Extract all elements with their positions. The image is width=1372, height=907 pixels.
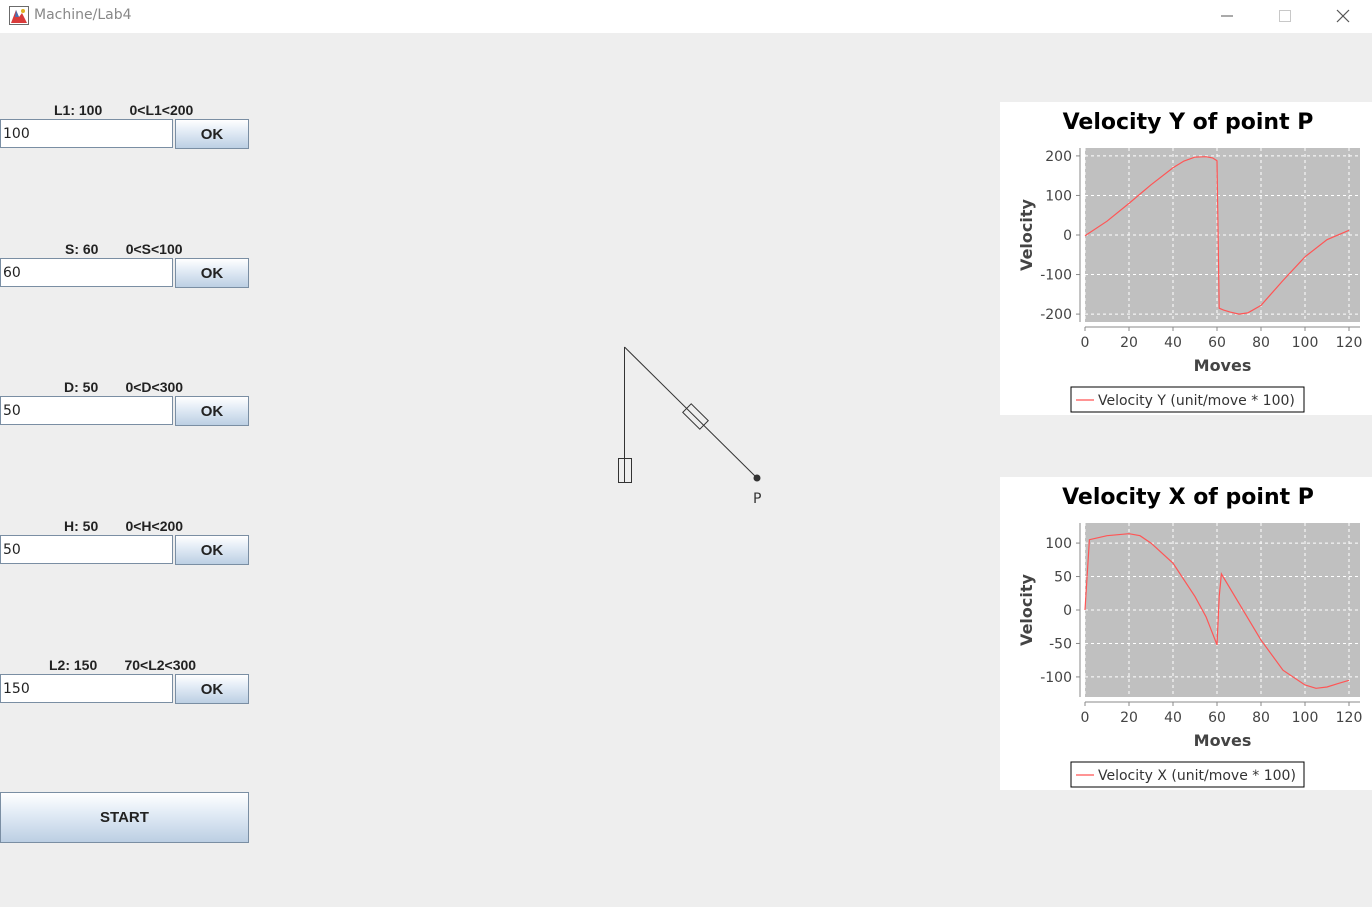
legend-label: Velocity Y (unit/move * 100) — [1098, 393, 1295, 409]
mechanism-point-label: P — [753, 491, 761, 507]
param-l2-input[interactable] — [0, 674, 173, 703]
param-d-label: D: 50 0<D<300 — [64, 379, 184, 395]
y-tick-label: 0 — [1063, 603, 1072, 619]
y-tick-label: -200 — [1040, 307, 1072, 323]
mechanism-slider-block — [618, 458, 632, 483]
mechanism-crank-link — [624, 346, 758, 479]
y-tick-label: -100 — [1040, 268, 1072, 284]
java-app-icon — [9, 6, 29, 25]
velocity-x-chart-panel: Velocity X of point P 0 20 40 60 80 100 120 100 5… — [1000, 477, 1372, 790]
param-d-input[interactable] — [0, 396, 173, 425]
close-button[interactable] — [1314, 0, 1372, 31]
y-tick-label: 50 — [1054, 570, 1072, 586]
plot-area — [1085, 148, 1360, 322]
x-tick-label: 0 — [1081, 710, 1090, 726]
minimize-button[interactable] — [1198, 0, 1256, 31]
param-s-ok-button[interactable]: OK — [175, 258, 249, 288]
x-tick-label: 0 — [1081, 335, 1090, 351]
minimize-icon — [1221, 15, 1233, 17]
velocity-x-chart: Velocity X of point P 0 20 40 60 80 100 120 100 5… — [1017, 485, 1363, 788]
y-tick-label: 100 — [1045, 536, 1072, 552]
param-l1-label: L1: 100 0<L1<200 — [54, 102, 194, 118]
close-icon — [1336, 9, 1350, 23]
x-tick-label: 100 — [1292, 335, 1319, 351]
x-tick-label: 120 — [1336, 710, 1363, 726]
chart-title: Velocity Y of point P — [1063, 110, 1314, 135]
y-axis-label: Velocity — [1017, 573, 1036, 645]
mechanism-canvas: P — [618, 346, 761, 507]
x-tick-label: 40 — [1164, 710, 1182, 726]
param-s-input[interactable] — [0, 258, 173, 287]
y-tick-label: 100 — [1045, 188, 1072, 204]
mechanism-point-p — [753, 474, 761, 482]
y-tick-label: 0 — [1063, 228, 1072, 244]
maximize-button[interactable] — [1256, 0, 1314, 31]
title-bar: Machine/Lab4 — [0, 0, 1372, 33]
mechanism-rocker-block — [682, 403, 709, 430]
x-tick-label: 60 — [1208, 335, 1226, 351]
legend-label: Velocity X (unit/move * 100) — [1098, 768, 1296, 784]
chart-title: Velocity X of point P — [1062, 485, 1314, 510]
param-l2-ok-button[interactable]: OK — [175, 674, 249, 704]
y-tick-label: -100 — [1040, 670, 1072, 686]
window-title: Machine/Lab4 — [34, 7, 132, 23]
y-axis-label: Velocity — [1017, 198, 1036, 270]
param-l1-ok-button[interactable]: OK — [175, 119, 249, 149]
legend-box — [1070, 761, 1305, 788]
x-axis-label: Moves — [1194, 731, 1252, 750]
x-tick-label: 20 — [1120, 710, 1138, 726]
maximize-icon — [1279, 10, 1291, 22]
x-tick-label: 20 — [1120, 335, 1138, 351]
plot-area — [1085, 523, 1360, 697]
x-axis-label: Moves — [1194, 356, 1252, 375]
param-d-ok-button[interactable]: OK — [175, 396, 249, 426]
velocity-y-chart: Velocity Y of point P 0 20 40 60 80 100 120 200 1… — [1017, 110, 1363, 413]
start-button[interactable]: START — [0, 792, 249, 843]
series-line — [1084, 156, 1350, 315]
x-tick-label: 40 — [1164, 335, 1182, 351]
velocity-y-chart-panel: Velocity Y of point P 0 20 40 60 80 100 120 200 1… — [1000, 102, 1372, 415]
param-l2-label: L2: 150 70<L2<300 — [49, 657, 197, 673]
param-h-input[interactable] — [0, 535, 173, 564]
series-line — [1084, 533, 1350, 689]
y-tick-label: 200 — [1045, 149, 1072, 165]
param-l1-input[interactable] — [0, 119, 173, 148]
y-tick-label: -50 — [1049, 636, 1072, 652]
x-tick-label: 120 — [1336, 335, 1363, 351]
param-s-label: S: 60 0<S<100 — [65, 241, 183, 257]
legend-box — [1070, 386, 1305, 413]
x-tick-label: 80 — [1252, 335, 1270, 351]
param-h-ok-button[interactable]: OK — [175, 535, 249, 565]
x-tick-label: 60 — [1208, 710, 1226, 726]
x-tick-label: 80 — [1252, 710, 1270, 726]
param-h-label: H: 50 0<H<200 — [64, 518, 184, 534]
x-tick-label: 100 — [1292, 710, 1319, 726]
